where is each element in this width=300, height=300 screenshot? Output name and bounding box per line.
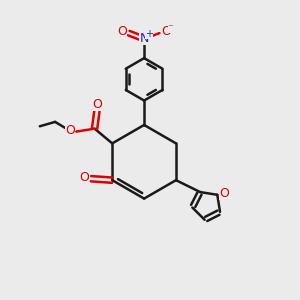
Text: O: O: [65, 124, 75, 137]
Text: ⁻: ⁻: [168, 23, 173, 33]
Text: O: O: [92, 98, 102, 111]
Text: O: O: [219, 187, 229, 200]
Text: O: O: [161, 25, 171, 38]
Text: N: N: [140, 32, 149, 46]
Text: O: O: [117, 25, 127, 38]
Text: +: +: [145, 29, 153, 39]
Text: O: O: [80, 171, 89, 184]
